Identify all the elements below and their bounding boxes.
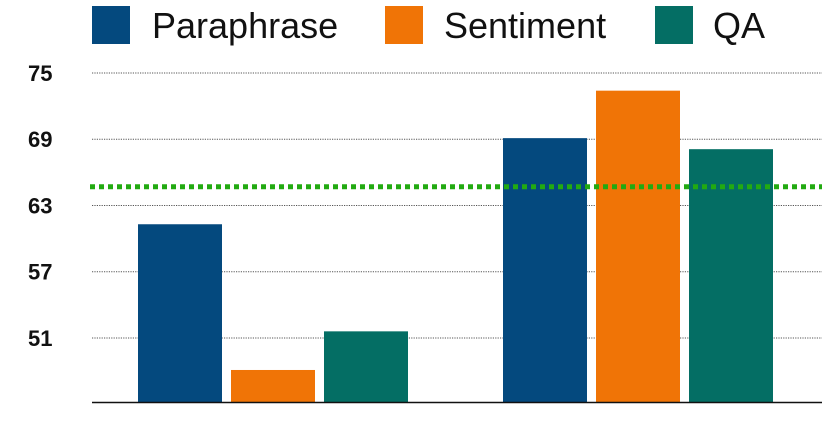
bar-qa-group-2 <box>689 149 773 402</box>
legend-swatch-sentiment <box>385 6 423 44</box>
y-tick-label-69: 69 <box>28 127 52 152</box>
legend-swatch-paraphrase <box>92 6 130 44</box>
bar-sentiment-group-2 <box>596 90 680 402</box>
bar-qa-group-1 <box>324 331 408 402</box>
legend-swatch-qa <box>655 6 693 44</box>
y-tick-label-51: 51 <box>28 326 52 351</box>
legend-label-sentiment: Sentiment <box>444 5 606 46</box>
y-tick-label-75: 75 <box>28 61 52 86</box>
bar-sentiment-group-1 <box>231 369 315 402</box>
legend-label-paraphrase: Paraphrase <box>152 5 338 46</box>
bar-paraphrase-group-2 <box>503 138 587 403</box>
y-tick-label-63: 63 <box>28 193 52 218</box>
y-tick-label-57: 57 <box>28 260 52 285</box>
legend-label-qa: QA <box>713 5 765 46</box>
bar-paraphrase-group-1 <box>138 224 222 402</box>
